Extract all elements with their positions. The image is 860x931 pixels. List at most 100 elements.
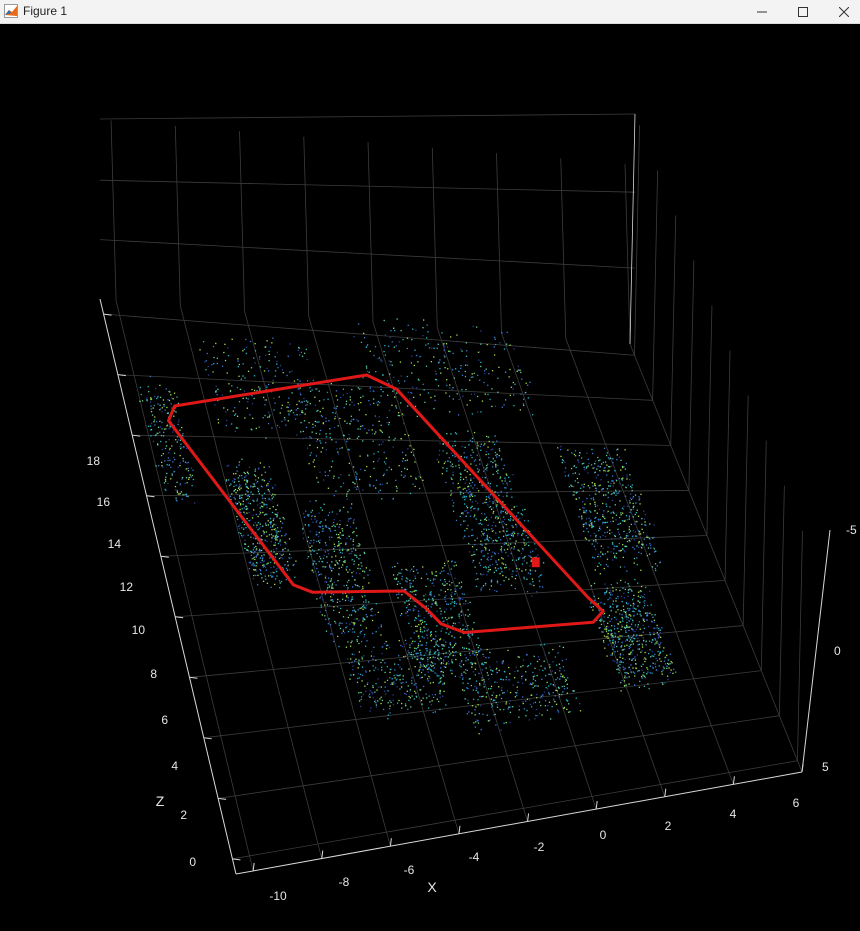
plot-3d[interactable]: 0 2 4 6 8 10 12 14 16 18 -10 -8 -6 -4 -2…: [0, 24, 860, 931]
point: [626, 672, 628, 675]
point: [303, 516, 306, 518]
point: [316, 540, 318, 543]
point: [531, 683, 533, 686]
point: [600, 479, 602, 481]
point: [630, 523, 633, 526]
point: [667, 659, 670, 661]
point: [626, 677, 628, 679]
point: [288, 404, 291, 406]
point: [430, 668, 432, 671]
point: [377, 668, 379, 670]
point: [347, 641, 349, 643]
point: [610, 610, 612, 612]
point: [617, 448, 619, 450]
point: [643, 618, 645, 621]
point: [311, 389, 313, 391]
point: [284, 419, 286, 421]
point: [425, 344, 427, 346]
point: [302, 437, 304, 440]
point: [548, 692, 550, 694]
point: [670, 669, 672, 671]
point: [623, 685, 626, 687]
point: [520, 666, 522, 668]
point: [602, 613, 604, 615]
point: [462, 492, 465, 495]
point: [387, 718, 389, 720]
point: [445, 603, 448, 605]
point: [472, 689, 475, 691]
point: [409, 582, 411, 584]
point: [454, 456, 456, 458]
point: [353, 518, 355, 521]
point: [630, 664, 632, 666]
point: [177, 423, 179, 426]
point: [638, 643, 640, 646]
point: [189, 474, 191, 476]
point: [655, 669, 657, 671]
point: [360, 387, 363, 390]
point: [478, 351, 480, 353]
point: [502, 510, 504, 513]
point: [501, 406, 503, 408]
figure-canvas[interactable]: 0 2 4 6 8 10 12 14 16 18 -10 -8 -6 -4 -2…: [0, 24, 860, 931]
point: [478, 562, 481, 564]
point: [254, 470, 256, 472]
point: [483, 655, 485, 658]
point: [238, 501, 240, 503]
point: [393, 346, 395, 348]
point: [262, 497, 264, 500]
point: [460, 455, 462, 458]
point: [241, 474, 243, 477]
point: [402, 338, 404, 341]
maximize-button[interactable]: [781, 0, 825, 23]
point: [397, 581, 399, 583]
point: [471, 628, 474, 630]
point: [406, 600, 408, 602]
point: [377, 627, 380, 629]
point: [607, 622, 609, 624]
point: [168, 399, 171, 402]
point: [465, 476, 467, 479]
point: [636, 654, 638, 656]
point: [366, 344, 369, 346]
point: [227, 355, 230, 357]
point: [275, 539, 277, 541]
point: [629, 474, 631, 476]
point: [272, 486, 274, 488]
point: [213, 362, 215, 365]
close-button[interactable]: [822, 0, 860, 23]
point: [479, 522, 482, 524]
point: [580, 457, 583, 459]
point: [316, 388, 318, 390]
point: [320, 548, 322, 550]
title-bar[interactable]: Figure 1: [0, 0, 860, 24]
point: [364, 685, 366, 687]
point: [236, 503, 238, 505]
point: [475, 680, 478, 682]
point: [367, 681, 369, 684]
point: [668, 667, 670, 669]
point: [449, 642, 451, 644]
point: [373, 467, 375, 470]
point: [615, 662, 618, 664]
point: [170, 403, 172, 405]
point: [633, 505, 635, 508]
point: [374, 667, 377, 669]
point: [236, 386, 239, 389]
point: [305, 510, 307, 512]
point: [171, 473, 173, 475]
point: [217, 388, 219, 390]
point: [438, 650, 440, 652]
point: [287, 564, 289, 567]
point: [669, 663, 671, 665]
minimize-button[interactable]: [740, 0, 784, 23]
point: [420, 623, 423, 625]
point: [262, 502, 265, 504]
point: [514, 670, 516, 673]
point: [526, 578, 528, 580]
point: [416, 625, 418, 628]
point: [581, 463, 584, 465]
point: [362, 425, 364, 427]
point: [480, 449, 482, 451]
point: [327, 623, 330, 625]
